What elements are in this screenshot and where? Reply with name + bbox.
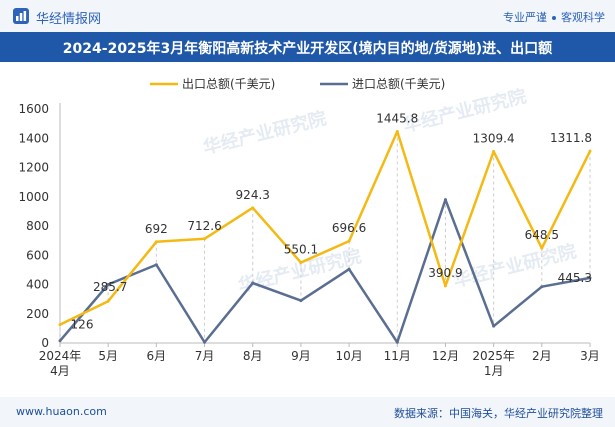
chart: 华经产业研究院 华经产业研究院 华经产业研究院 华经产业研究院 出口总额(千美元… — [18, 77, 599, 378]
x-tick-label: 3月 — [580, 349, 600, 363]
export-series-line-point — [154, 240, 158, 244]
export-series-line-point — [540, 246, 544, 250]
x-tick-label: 5月 — [98, 349, 118, 363]
data-label-export: 1311.8 — [550, 131, 592, 145]
import-series-line-point — [395, 340, 399, 344]
export-series-line-point — [251, 206, 255, 210]
x-tick-label: 2月 — [532, 349, 552, 363]
export-series-line-point — [58, 323, 62, 327]
x-tick-label: 10月 — [335, 349, 362, 363]
x-tick-label: 7月 — [195, 349, 215, 363]
export-series-line-point — [347, 239, 351, 243]
y-tick-label: 1200 — [18, 161, 49, 175]
import-series-line-point — [106, 283, 110, 286]
slogan: 专业严谨 客观科学 — [503, 9, 605, 25]
y-tick-label: 1000 — [18, 190, 49, 204]
legend: 出口总额(千美元) 进口总额(千美元) — [150, 77, 445, 91]
data-label-export: 696.6 — [332, 221, 366, 235]
data-label-import: 445.3 — [558, 271, 592, 285]
data-label-export: 1309.4 — [473, 132, 515, 146]
watermark: 华经产业研究院 — [201, 107, 329, 159]
data-label-export: 126 — [71, 318, 94, 332]
y-tick-label: 800 — [26, 219, 49, 233]
y-tick-label: 200 — [26, 307, 49, 321]
data-label-export: 712.6 — [187, 219, 221, 233]
chart-title: 2024-2025年3月年衡阳高新技术产业开发区(境内目的地/货源地)进、出口额 — [62, 41, 553, 57]
footer-url: www.huaon.com — [16, 405, 107, 418]
footer-bar: www.huaon.com 数据来源：中国海关，华经产业研究院整理 — [0, 397, 615, 427]
import-series-line-point — [154, 263, 158, 267]
top-bar: 华经情报网 专业严谨 客观科学 — [0, 0, 615, 32]
slogan-tag-1: 专业严谨 — [503, 11, 547, 24]
x-tick-label: 9月 — [291, 349, 311, 363]
export-series-line-point — [443, 284, 447, 288]
import-series-line-point — [540, 285, 544, 289]
export-series-line-point — [395, 130, 399, 134]
export-series-line-point — [299, 261, 303, 265]
export-series-line-point — [203, 237, 207, 241]
x-tick-label: 1月 — [484, 364, 504, 378]
title-bar: 2024-2025年3月年衡阳高新技术产业开发区(境内目的地/货源地)进、出口额 — [0, 32, 615, 62]
brand-logo-icon — [13, 8, 29, 24]
import-series-line-point — [251, 281, 255, 285]
legend-label-import: 进口总额(千美元) — [352, 77, 445, 91]
separator-dot — [552, 16, 556, 20]
x-tick-label: 4月 — [50, 364, 70, 378]
brand-name: 华经情报网 — [36, 12, 102, 27]
x-tick-label: 2025年 — [472, 349, 515, 363]
y-tick-label: 1400 — [18, 131, 49, 145]
footer-source: 数据来源：中国海关，华经产业研究院整理 — [394, 407, 603, 420]
data-label-export: 692 — [145, 222, 168, 236]
legend-label-export: 出口总额(千美元) — [182, 77, 275, 91]
import-series-line — [59, 198, 591, 344]
data-label-export: 285.7 — [93, 280, 127, 294]
data-label-export: 648.5 — [525, 228, 559, 242]
y-tick-label: 400 — [26, 278, 49, 292]
import-series-line-point — [347, 267, 351, 271]
import-series-line-point — [492, 324, 496, 328]
import-series-line-point — [203, 340, 207, 344]
import-series-line-point — [58, 339, 62, 343]
data-label-export: 1445.8 — [376, 112, 418, 126]
export-series-line — [59, 130, 592, 326]
x-tick-label: 11月 — [384, 349, 411, 363]
data-label-export: 390.9 — [428, 266, 462, 280]
export-series-line-point — [588, 149, 592, 153]
watermark: 华经产业研究院 — [401, 85, 529, 137]
y-tick-label: 1600 — [18, 102, 49, 116]
data-label-export: 924.3 — [236, 188, 270, 202]
export-series-line-point — [106, 299, 110, 303]
x-tick-label: 6月 — [147, 349, 167, 363]
y-tick-label: 0 — [41, 336, 49, 350]
import-series-line-point — [299, 299, 303, 303]
import-series-line-point — [588, 276, 592, 280]
y-tick-label: 600 — [26, 248, 49, 262]
import-series-line-point — [443, 198, 447, 202]
x-tick-label: 12月 — [432, 349, 459, 363]
export-series-line-point — [492, 150, 496, 154]
x-tick-label: 2024年 — [39, 349, 82, 363]
slogan-tag-2: 客观科学 — [561, 11, 605, 24]
data-label-export: 550.1 — [284, 243, 318, 257]
x-tick-label: 8月 — [243, 349, 263, 363]
